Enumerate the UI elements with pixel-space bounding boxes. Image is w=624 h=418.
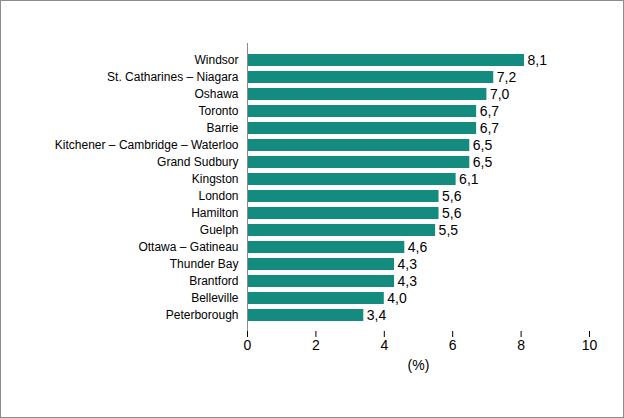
- svg-text:6,5: 6,5: [473, 154, 493, 170]
- svg-text:6,5: 6,5: [473, 137, 493, 153]
- svg-text:Toronto: Toronto: [198, 104, 238, 118]
- svg-text:7,0: 7,0: [490, 86, 510, 102]
- svg-text:6,7: 6,7: [480, 120, 500, 136]
- svg-text:5,5: 5,5: [439, 222, 459, 238]
- svg-text:Brantford: Brantford: [189, 274, 238, 288]
- svg-text:0: 0: [244, 337, 252, 353]
- svg-text:4,0: 4,0: [387, 290, 407, 306]
- svg-text:5,6: 5,6: [442, 188, 462, 204]
- svg-text:Kingston: Kingston: [192, 172, 239, 186]
- svg-text:London: London: [198, 189, 238, 203]
- svg-text:3,4: 3,4: [367, 307, 387, 323]
- svg-text:7,2: 7,2: [497, 69, 517, 85]
- svg-text:5,6: 5,6: [442, 205, 462, 221]
- svg-text:4,3: 4,3: [398, 273, 418, 289]
- svg-text:8: 8: [517, 337, 525, 353]
- svg-text:Belleville: Belleville: [191, 291, 239, 305]
- svg-text:Grand Sudbury: Grand Sudbury: [157, 155, 238, 169]
- svg-text:10: 10: [582, 337, 598, 353]
- svg-text:6: 6: [449, 337, 457, 353]
- svg-text:St. Catharines – Niagara: St. Catharines – Niagara: [107, 70, 239, 84]
- svg-text:4: 4: [380, 337, 388, 353]
- svg-text:4,6: 4,6: [408, 239, 428, 255]
- svg-text:2: 2: [312, 337, 320, 353]
- svg-text:Oshawa: Oshawa: [194, 87, 238, 101]
- svg-text:Guelph: Guelph: [200, 223, 239, 237]
- svg-text:6,1: 6,1: [459, 171, 479, 187]
- svg-text:Windsor: Windsor: [194, 53, 238, 67]
- svg-text:8,1: 8,1: [528, 52, 548, 68]
- svg-text:(%): (%): [408, 357, 430, 373]
- svg-text:6,7: 6,7: [480, 103, 500, 119]
- svg-text:Ottawa – Gatineau: Ottawa – Gatineau: [138, 240, 238, 254]
- svg-text:Thunder Bay: Thunder Bay: [170, 257, 239, 271]
- svg-text:4,3: 4,3: [398, 256, 418, 272]
- svg-text:Hamilton: Hamilton: [191, 206, 238, 220]
- svg-text:Barrie: Barrie: [206, 121, 238, 135]
- svg-text:Kitchener – Cambridge – Waterl: Kitchener – Cambridge – Waterloo: [55, 138, 239, 152]
- svg-text:Peterborough: Peterborough: [166, 308, 239, 322]
